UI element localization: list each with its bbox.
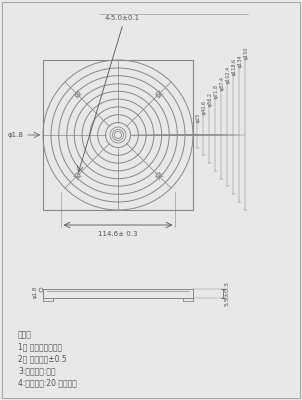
- Text: φ102.4: φ102.4: [226, 66, 230, 83]
- Text: φ118.6: φ118.6: [232, 58, 236, 75]
- Bar: [43, 60, 193, 210]
- Text: 5.5±0.3: 5.5±0.3: [224, 281, 230, 306]
- Text: φ1.8: φ1.8: [33, 286, 37, 298]
- Text: 注配：: 注配：: [18, 330, 32, 339]
- Text: φ25: φ25: [195, 112, 201, 122]
- Text: φ71.8: φ71.8: [214, 84, 219, 98]
- Text: 4:抗拉強度:20 公斤以上: 4:抗拉強度:20 公斤以上: [18, 378, 77, 387]
- Text: φ1.8: φ1.8: [7, 132, 23, 138]
- Text: φ150: φ150: [243, 46, 249, 59]
- Text: φ134: φ134: [237, 54, 243, 67]
- Text: 2： 一般公差±0.5: 2： 一般公差±0.5: [18, 354, 67, 363]
- Text: 4-5.0±0.1: 4-5.0±0.1: [105, 15, 140, 21]
- Text: 1： 材质：水抑鐵線: 1： 材质：水抑鐵線: [18, 342, 62, 351]
- Text: φ40.6: φ40.6: [201, 100, 207, 114]
- Text: 114.6± 0.3: 114.6± 0.3: [98, 231, 138, 237]
- Text: 3:表面處理:鳓鐵: 3:表面處理:鳓鐵: [18, 366, 56, 375]
- Text: φ56.2: φ56.2: [207, 92, 213, 106]
- Text: φ87.4: φ87.4: [220, 76, 224, 90]
